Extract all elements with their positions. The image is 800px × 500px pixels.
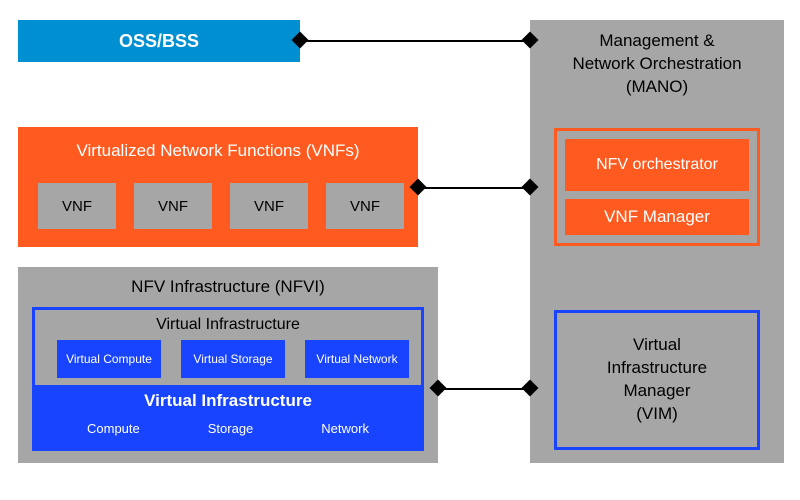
- mano-orch-item: NFV orchestrator: [565, 139, 749, 191]
- vnf-items-row: VNF VNF VNF VNF: [38, 183, 404, 229]
- vi-top-item: Virtual Network: [305, 340, 409, 378]
- connector-line: [300, 40, 530, 42]
- mano-orch-box: NFV orchestrator VNF Manager: [554, 128, 760, 246]
- mano-vim-box: Virtual Infrastructure Manager (VIM): [554, 310, 760, 450]
- vnf-title: Virtualized Network Functions (VNFs): [18, 141, 418, 161]
- mano-title-line1: Management &: [530, 30, 784, 53]
- oss-bss-box: OSS/BSS: [18, 20, 300, 62]
- vi-top-item: Virtual Storage: [181, 340, 285, 378]
- oss-bss-label: OSS/BSS: [119, 31, 199, 52]
- vim-line2: Infrastructure: [607, 357, 707, 380]
- vi-top-title: Virtual Infrastructure: [35, 316, 421, 334]
- vi-bottom-item: Storage: [208, 421, 254, 436]
- vim-line4: (VIM): [636, 403, 678, 426]
- mano-title: Management & Network Orchestration (MANO…: [530, 30, 784, 99]
- mano-block: Management & Network Orchestration (MANO…: [530, 20, 784, 463]
- mano-title-line2: Network Orchestration: [530, 53, 784, 76]
- vi-bottom-title: Virtual Infrastructure: [35, 385, 421, 411]
- vi-bottom: Virtual Infrastructure Compute Storage Net…: [35, 385, 421, 451]
- connector-line: [418, 187, 530, 189]
- vnf-item: VNF: [230, 183, 308, 229]
- vnf-block: Virtualized Network Functions (VNFs) VNF…: [18, 127, 418, 247]
- vnf-item: VNF: [326, 183, 404, 229]
- vnf-item: VNF: [38, 183, 116, 229]
- vnf-item: VNF: [134, 183, 212, 229]
- mano-title-line3: (MANO): [530, 76, 784, 99]
- vi-top-item: Virtual Compute: [57, 340, 161, 378]
- vi-bottom-item: Network: [321, 421, 369, 436]
- mano-orch-item: VNF Manager: [565, 199, 749, 235]
- nfvi-block: NFV Infrastructure (NFVI) Virtual Infras…: [18, 267, 438, 463]
- vim-line1: Virtual: [633, 334, 681, 357]
- vi-top-items: Virtual Compute Virtual Storage Virtual Ne…: [57, 340, 409, 378]
- vi-bottom-item: Compute: [87, 421, 140, 436]
- vi-bottom-items: Compute Storage Network: [35, 411, 421, 436]
- vim-line3: Manager: [623, 380, 690, 403]
- nfvi-title: NFV Infrastructure (NFVI): [18, 277, 438, 297]
- connector-line: [438, 388, 530, 390]
- nfvi-inner: Virtual Infrastructure Virtual ComputeVi…: [32, 307, 424, 451]
